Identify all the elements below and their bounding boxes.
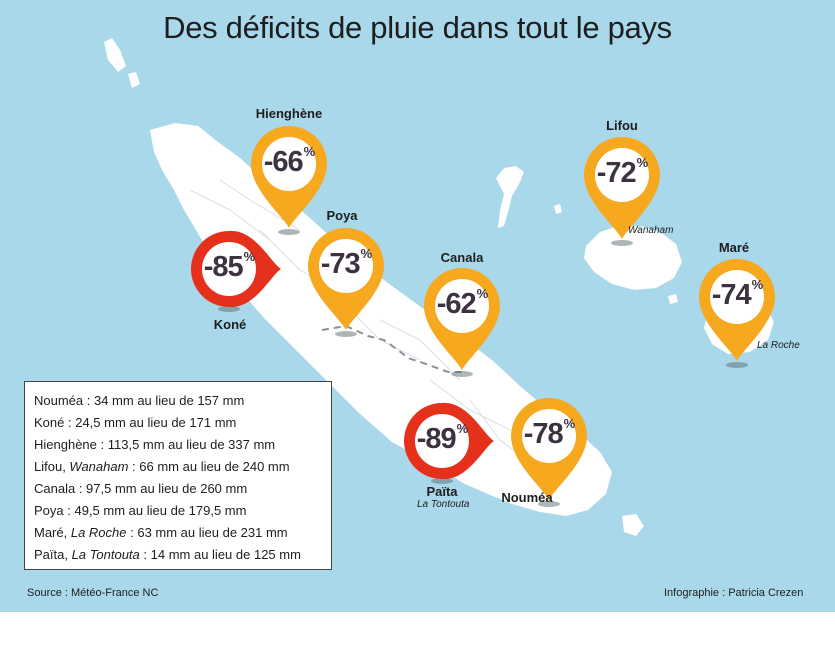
infographic-credit: Infographie : Patricia Crezen — [664, 587, 804, 599]
station-la-tontouta: La Tontouta — [417, 499, 470, 510]
percent-unit: % — [360, 246, 373, 261]
percent-unit: % — [563, 416, 576, 431]
deficit-value: -89 — [416, 423, 457, 455]
legend-row: Koné : 24,5 mm au lieu de 171 mm — [34, 415, 237, 430]
label-noumea: Nouméa — [501, 490, 553, 505]
legend-row: Hienghène : 113,5 mm au lieu de 337 mm — [34, 437, 276, 452]
percent-unit: % — [636, 155, 649, 170]
rainfall-legend: Nouméa : 34 mm au lieu de 157 mm Koné : … — [24, 381, 332, 570]
legend-row: Nouméa : 34 mm au lieu de 157 mm — [34, 393, 245, 408]
label-hienghene: Hienghène — [255, 106, 323, 121]
islet-north — [104, 38, 126, 72]
map-title: Des déficits de pluie dans tout le pays — [163, 10, 672, 45]
pin-noumea[interactable]: -78% — [509, 396, 589, 508]
deficit-value: -72 — [596, 157, 637, 189]
label-canala: Canala — [440, 250, 484, 265]
label-mare: Maré — [718, 240, 750, 255]
pin-kone[interactable]: -85% — [189, 229, 285, 312]
percent-unit: % — [303, 144, 316, 159]
station-wanaham: Wanaham — [628, 225, 674, 236]
label-paita: Païta — [426, 484, 458, 499]
ouvea-islet — [554, 204, 562, 214]
deficit-value: -85 — [203, 251, 244, 283]
islet-north-2 — [128, 72, 140, 88]
lifou-island — [584, 226, 682, 290]
percent-unit: % — [476, 286, 489, 301]
tiga-islet — [668, 294, 678, 304]
label-lifou: Lifou — [606, 118, 638, 133]
legend-row: Maré, La Roche : 63 mm au lieu de 231 mm — [34, 525, 288, 540]
legend-row: Canala : 97,5 mm au lieu de 260 mm — [34, 481, 248, 496]
percent-unit: % — [751, 277, 764, 292]
grande-terre-island — [150, 123, 612, 516]
pin-lifou[interactable]: -72% — [582, 135, 662, 247]
percent-unit: % — [243, 249, 256, 264]
deficit-value: -73 — [320, 248, 361, 280]
legend-row: Païta, La Tontouta : 14 mm au lieu de 12… — [34, 547, 301, 562]
legend-row: Lifou, Wanaham : 66 mm au lieu de 240 mm — [34, 459, 290, 474]
ouvea-island — [496, 166, 524, 228]
pin-paita[interactable]: -89% — [402, 401, 498, 484]
deficit-value: -78 — [523, 418, 564, 450]
pin-poya[interactable]: -73% — [306, 226, 386, 338]
percent-unit: % — [456, 421, 469, 436]
legend-row: Poya : 49,5 mm au lieu de 179,5 mm — [34, 503, 247, 518]
label-poya: Poya — [326, 208, 358, 223]
label-kone: Koné — [213, 317, 247, 332]
deficit-value: -62 — [436, 288, 477, 320]
pin-hienghene[interactable]: -66% — [249, 124, 329, 236]
deficit-value: -74 — [711, 279, 752, 311]
source-credit: Source : Météo-France NC — [27, 587, 159, 599]
pin-mare[interactable]: -74% — [697, 257, 777, 369]
deficit-value: -66 — [263, 146, 304, 178]
station-la-roche: La Roche — [757, 340, 800, 351]
pin-canala[interactable]: -62% — [422, 266, 502, 378]
ile-des-pins — [622, 514, 644, 536]
